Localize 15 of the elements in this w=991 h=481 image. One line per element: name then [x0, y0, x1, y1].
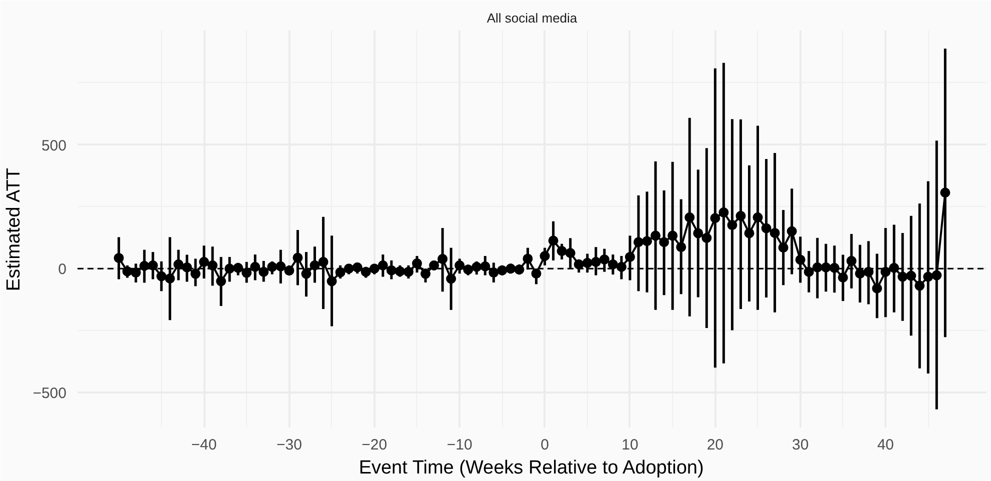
x-tick-label: 0: [540, 436, 549, 454]
x-tick-label: 20: [706, 436, 724, 454]
y-tick-label: 500: [41, 137, 67, 154]
x-tick-label: −20: [362, 436, 388, 454]
y-axis-title: Estimated ATT: [4, 168, 25, 292]
y-tick-label: 0: [58, 261, 66, 278]
y-tick-label: −500: [32, 384, 67, 402]
x-tick-label: 40: [877, 436, 894, 454]
x-tick-label: −30: [276, 436, 302, 454]
x-tick-label: 10: [622, 436, 638, 454]
chart-title: All social media: [486, 10, 578, 26]
x-tick-label: −10: [446, 436, 472, 454]
x-tick-label: −40: [191, 436, 217, 454]
x-tick-label: 30: [792, 436, 809, 454]
x-axis-title: Event Time (Weeks Relative to Adoption): [358, 458, 704, 478]
